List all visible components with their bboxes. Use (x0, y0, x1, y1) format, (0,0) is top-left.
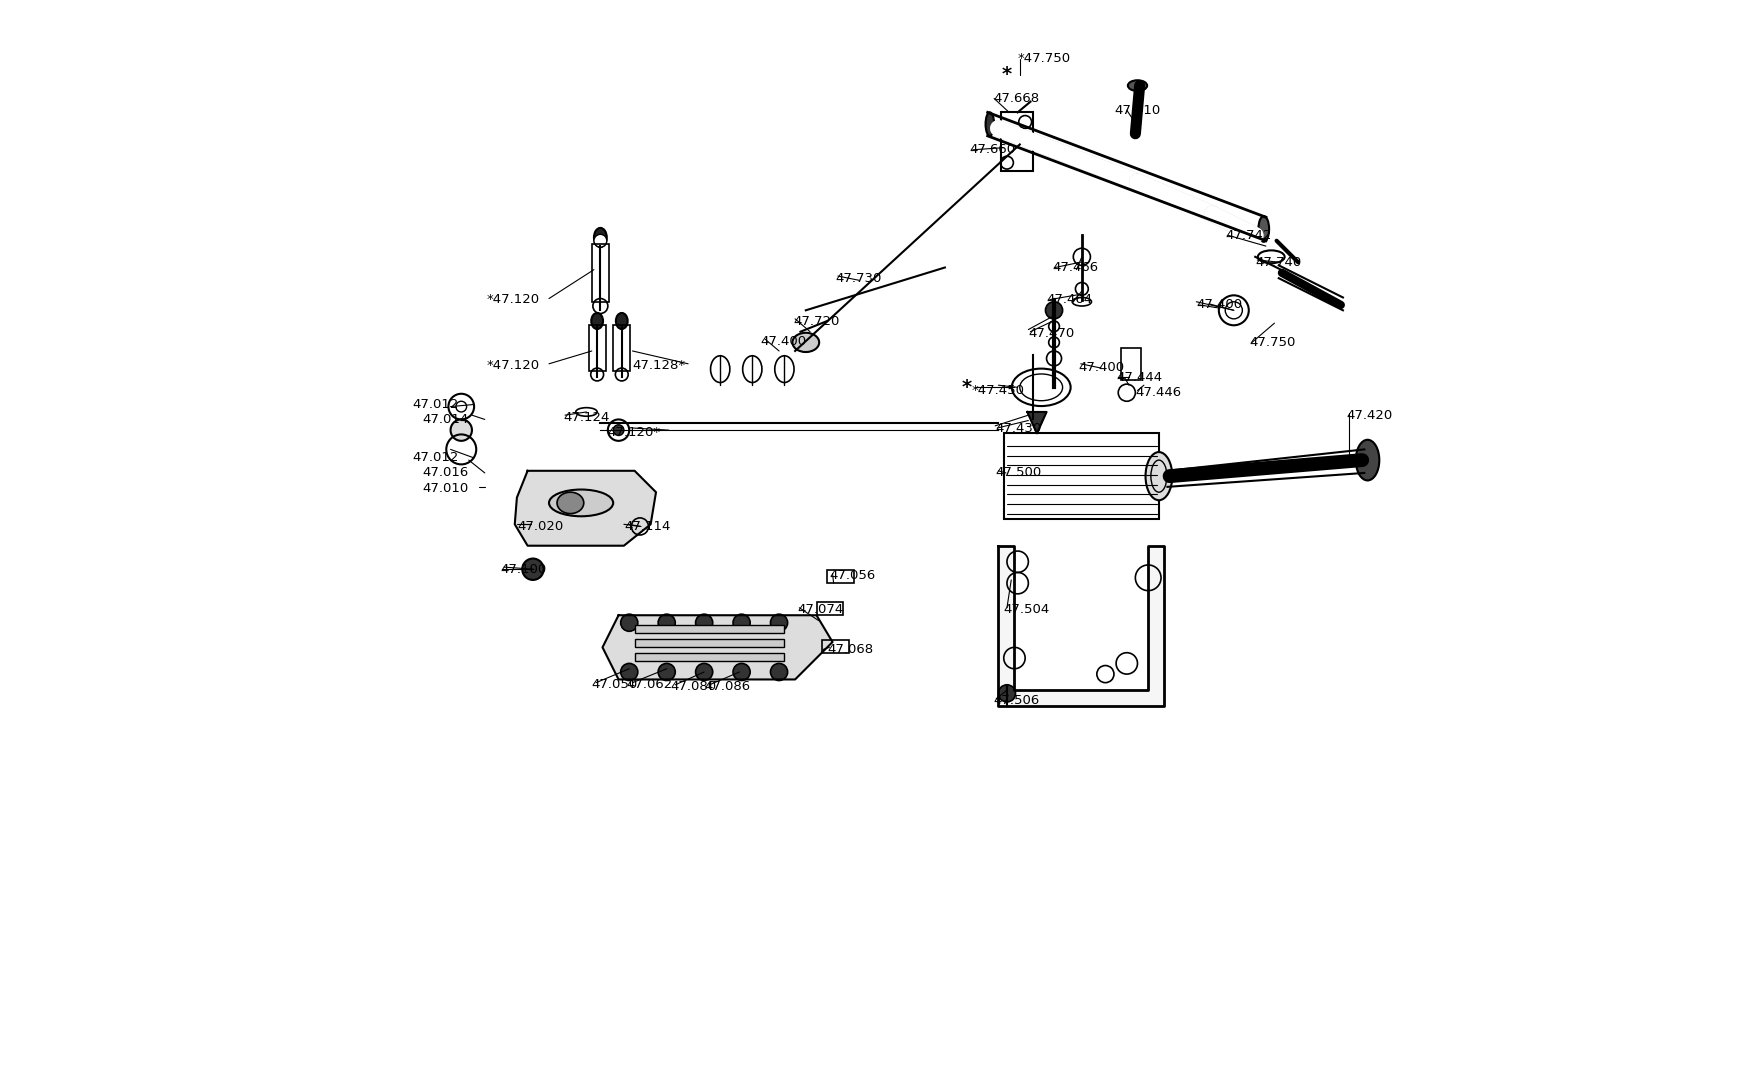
Text: *: * (960, 378, 970, 397)
Circle shape (612, 425, 624, 435)
Text: 47.430: 47.430 (995, 422, 1042, 434)
Text: 47.660: 47.660 (969, 143, 1016, 156)
Bar (826, 570, 854, 583)
Ellipse shape (1019, 374, 1063, 401)
Bar (612, 325, 630, 371)
Text: 47.720: 47.720 (793, 315, 838, 327)
Text: 47.500: 47.500 (995, 467, 1042, 479)
Text: 47.668: 47.668 (993, 92, 1038, 105)
Text: 47.014: 47.014 (423, 413, 470, 426)
Circle shape (732, 614, 750, 631)
Circle shape (593, 234, 607, 247)
Ellipse shape (591, 314, 603, 330)
Ellipse shape (550, 490, 612, 517)
Polygon shape (1026, 412, 1045, 433)
Text: 47.012: 47.012 (412, 452, 457, 464)
Bar (1003, 433, 1158, 519)
Text: 47.016: 47.016 (423, 467, 470, 479)
Text: 47.750: 47.750 (1249, 336, 1296, 349)
Bar (591, 244, 609, 302)
Text: 47.470: 47.470 (1028, 327, 1075, 340)
Ellipse shape (556, 492, 584, 514)
Ellipse shape (616, 314, 628, 330)
Text: 47.100: 47.100 (501, 563, 546, 576)
Text: *: * (1002, 65, 1012, 85)
Text: 47.506: 47.506 (993, 694, 1038, 707)
Text: 47.056: 47.056 (830, 569, 875, 582)
Text: *47.750: *47.750 (1017, 52, 1069, 65)
Polygon shape (515, 471, 656, 546)
Ellipse shape (593, 228, 607, 247)
Text: 47.420: 47.420 (1346, 409, 1391, 422)
Circle shape (657, 614, 675, 631)
Circle shape (621, 614, 638, 631)
Text: *47.120: *47.120 (487, 360, 539, 372)
Text: 47.010: 47.010 (423, 483, 470, 495)
Bar (635, 639, 784, 647)
Polygon shape (998, 546, 1163, 706)
Ellipse shape (1144, 452, 1172, 501)
Text: 47.124: 47.124 (563, 411, 609, 424)
Text: 47.504: 47.504 (1003, 603, 1049, 616)
Text: *47.450: *47.450 (970, 384, 1024, 397)
Text: 47.444: 47.444 (1115, 371, 1162, 384)
Text: 47.466: 47.466 (1052, 261, 1097, 274)
Circle shape (696, 663, 713, 681)
Ellipse shape (1355, 440, 1379, 480)
Ellipse shape (1127, 80, 1146, 91)
Text: 47.120*: 47.120* (607, 426, 661, 439)
Circle shape (522, 559, 543, 580)
Text: 47.128*: 47.128* (631, 360, 685, 372)
Text: 47.446: 47.446 (1136, 386, 1181, 399)
Circle shape (696, 614, 713, 631)
Text: 47.400: 47.400 (1196, 299, 1242, 311)
Text: 47.740: 47.740 (1254, 256, 1301, 269)
Text: 47.114: 47.114 (624, 520, 670, 533)
Circle shape (770, 663, 788, 681)
Text: 47.742: 47.742 (1224, 229, 1271, 242)
Bar (635, 625, 784, 633)
Text: 47.062: 47.062 (626, 678, 671, 691)
Text: 47.012: 47.012 (412, 398, 457, 411)
Circle shape (657, 663, 675, 681)
Polygon shape (602, 615, 831, 679)
Bar (816, 602, 843, 615)
Text: 47.400: 47.400 (1078, 361, 1123, 373)
Ellipse shape (791, 333, 819, 352)
Circle shape (998, 685, 1016, 702)
Text: 47.074: 47.074 (796, 603, 843, 616)
Bar (1000, 112, 1031, 171)
Text: 47.730: 47.730 (835, 272, 882, 285)
Circle shape (732, 663, 750, 681)
Text: 47.080: 47.080 (670, 681, 716, 693)
Bar (588, 325, 605, 371)
Text: 47.068: 47.068 (826, 643, 873, 656)
Text: 47.020: 47.020 (516, 520, 563, 533)
Text: 47.464: 47.464 (1045, 293, 1092, 306)
Bar (635, 653, 784, 661)
Circle shape (770, 614, 788, 631)
Text: 47.086: 47.086 (704, 681, 750, 693)
Ellipse shape (984, 112, 993, 136)
Text: *47.120: *47.120 (487, 293, 539, 306)
Text: 47.400: 47.400 (760, 335, 807, 348)
Ellipse shape (1257, 216, 1268, 242)
Circle shape (621, 663, 638, 681)
Circle shape (450, 419, 471, 441)
Bar (1122, 348, 1141, 380)
Circle shape (1045, 302, 1063, 319)
Text: 47.050: 47.050 (591, 678, 638, 691)
Bar (821, 640, 849, 653)
Text: 47.410: 47.410 (1113, 104, 1160, 117)
